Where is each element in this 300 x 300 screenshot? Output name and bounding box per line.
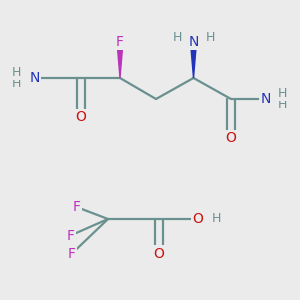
Text: F: F (73, 200, 80, 214)
Polygon shape (117, 42, 123, 78)
Text: H: H (12, 77, 21, 90)
Text: N: N (188, 35, 199, 49)
Text: F: F (67, 229, 74, 242)
Text: H: H (205, 31, 215, 44)
Text: H: H (12, 66, 21, 79)
Text: O: O (76, 110, 86, 124)
Text: H: H (277, 87, 287, 100)
Text: N: N (29, 71, 40, 85)
Text: O: O (226, 131, 236, 145)
Text: F: F (116, 35, 124, 49)
Text: H: H (211, 212, 221, 226)
Text: H: H (172, 31, 182, 44)
Text: N: N (260, 92, 271, 106)
Polygon shape (190, 42, 196, 78)
Text: F: F (68, 247, 76, 260)
Text: O: O (154, 247, 164, 260)
Text: H: H (277, 98, 287, 111)
Text: O: O (193, 212, 203, 226)
